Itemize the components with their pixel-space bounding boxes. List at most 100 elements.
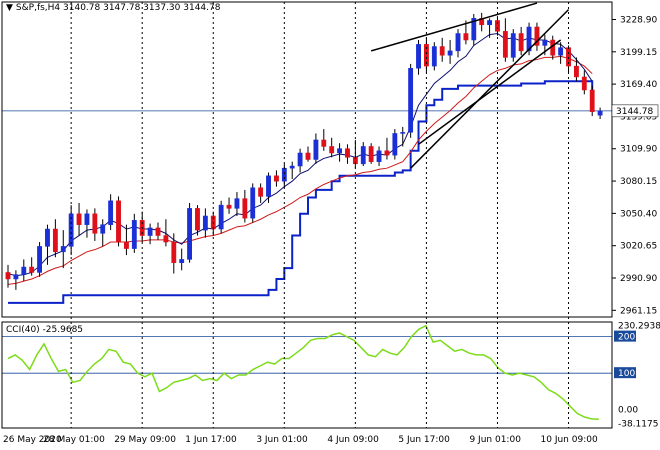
bear-candle [439, 46, 445, 56]
bull-candle [60, 246, 66, 253]
price-tick-label: 2961.15 [620, 306, 657, 316]
bull-candle [281, 167, 287, 182]
cci-tick-label: 100 [618, 369, 635, 379]
bull-candle [218, 204, 224, 230]
bull-candle [526, 26, 532, 52]
bear-candle [155, 227, 161, 236]
bull-candle [37, 246, 42, 273]
bull-candle [487, 20, 493, 26]
bear-candle [502, 31, 508, 58]
bear-candle [52, 228, 58, 253]
bull-candle [100, 224, 106, 234]
bear-candle [29, 266, 35, 273]
cci-tick-label: -38.1175 [618, 420, 658, 430]
bull-candle [337, 148, 343, 154]
cci-tick-label: 230.2938 [618, 322, 660, 332]
slow-ma-line [7, 55, 593, 285]
x-tick-label: 29 May 09:00 [114, 435, 176, 445]
bear-candle [368, 146, 374, 162]
price-tick-label: 3020.65 [620, 242, 657, 252]
bull-candle [250, 187, 256, 219]
bear-candle [76, 213, 82, 225]
bull-candle [416, 44, 421, 69]
bear-candle [274, 175, 279, 182]
bull-candle [447, 50, 453, 56]
bear-candle [195, 208, 200, 231]
bear-candle [116, 200, 121, 243]
bull-candle [455, 33, 461, 52]
bull-candle [266, 175, 271, 197]
price-tick-label: 3139.65 [620, 112, 657, 122]
bull-candle [558, 47, 564, 56]
bull-candle [131, 220, 137, 249]
bull-candle [187, 208, 193, 260]
bull-candle [542, 39, 548, 46]
bear-candle [384, 150, 390, 156]
bear-candle [5, 272, 11, 280]
price-tick-label: 3228.90 [620, 15, 657, 25]
bear-candle [581, 76, 587, 91]
cci-title: CCI(40) -25.9685 [6, 325, 84, 335]
x-tick-label: 5 Jun 17:00 [398, 435, 450, 445]
bull-candle [45, 228, 50, 247]
symbol-header: ▼ S&P,fs,H4 3140.78 3147.78 3137.30 3144.… [6, 3, 220, 13]
bear-candle [321, 139, 327, 147]
cci-level-badge [614, 330, 636, 342]
price-panel [2, 2, 612, 304]
bull-candle [179, 259, 185, 263]
bull-candle [289, 165, 295, 169]
bear-candle [124, 241, 129, 249]
bull-candle [400, 132, 406, 134]
fast-ma-line [7, 32, 593, 277]
price-tick-label: 3169.40 [620, 80, 657, 90]
bear-candle [534, 26, 540, 46]
bull-candle [471, 18, 477, 41]
cci-line [7, 324, 599, 420]
bull-candle [431, 46, 437, 67]
bear-candle [518, 33, 524, 52]
bear-candle [258, 187, 264, 197]
bull-candle [313, 139, 319, 160]
current-price-label: 3144.78 [616, 107, 653, 117]
bear-candle [345, 148, 350, 158]
x-tick-label: 1 Jun 17:00 [185, 435, 237, 445]
bull-candle [408, 68, 414, 133]
bull-candle [108, 200, 114, 225]
price-frame [1, 1, 613, 318]
trend-line [410, 9, 570, 169]
x-tick-label: 10 Jun 09:00 [541, 435, 598, 445]
cci-panel [2, 324, 612, 420]
bear-candle [305, 152, 311, 160]
price-tick-label: 3050.40 [620, 209, 657, 219]
bear-candle [163, 235, 169, 243]
bull-candle [21, 266, 27, 275]
trend-line [370, 2, 538, 52]
bull-candle [202, 215, 208, 231]
bear-candle [574, 65, 579, 78]
x-tick-label: 26 May 2020 [3, 435, 62, 445]
bear-candle [242, 198, 248, 219]
price-tick-label: 3080.15 [620, 177, 657, 187]
bear-candle [589, 89, 595, 112]
bull-candle [360, 146, 366, 165]
bear-candle [329, 146, 335, 154]
collapse-triangle-icon[interactable]: ▼ [6, 3, 13, 13]
envelope-line [8, 80, 594, 304]
x-tick-label: 28 May 01:00 [43, 435, 105, 445]
bear-candle [495, 20, 500, 32]
cci-tick-label: 0.00 [618, 406, 638, 416]
x-tick-label: 9 Jun 01:00 [469, 435, 521, 445]
bull-candle [392, 133, 398, 156]
bull-candle [297, 152, 303, 167]
price-tick-label: 3109.90 [620, 145, 657, 155]
bull-candle [147, 227, 153, 236]
bear-candle [171, 241, 177, 263]
cci-tick-label: 200 [618, 333, 635, 343]
bull-candle [13, 274, 19, 280]
bull-candle [234, 198, 240, 209]
price-tick-label: 3199.15 [620, 48, 657, 58]
bear-candle [424, 44, 429, 67]
trend-line [418, 39, 562, 145]
bull-candle [84, 213, 90, 225]
